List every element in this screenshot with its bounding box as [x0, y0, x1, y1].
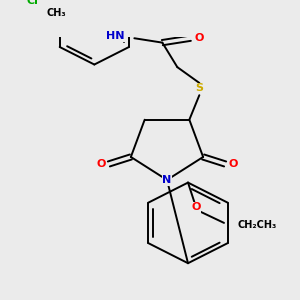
Text: N: N	[162, 175, 172, 185]
Text: S: S	[195, 83, 203, 93]
Text: O: O	[96, 159, 106, 169]
Text: HN: HN	[106, 32, 124, 41]
Text: CH₃: CH₃	[47, 8, 66, 18]
Text: O: O	[229, 159, 238, 169]
Text: CH₂CH₃: CH₂CH₃	[238, 220, 277, 230]
Text: O: O	[195, 33, 204, 43]
Text: Cl: Cl	[27, 0, 39, 6]
Text: O: O	[191, 202, 201, 212]
